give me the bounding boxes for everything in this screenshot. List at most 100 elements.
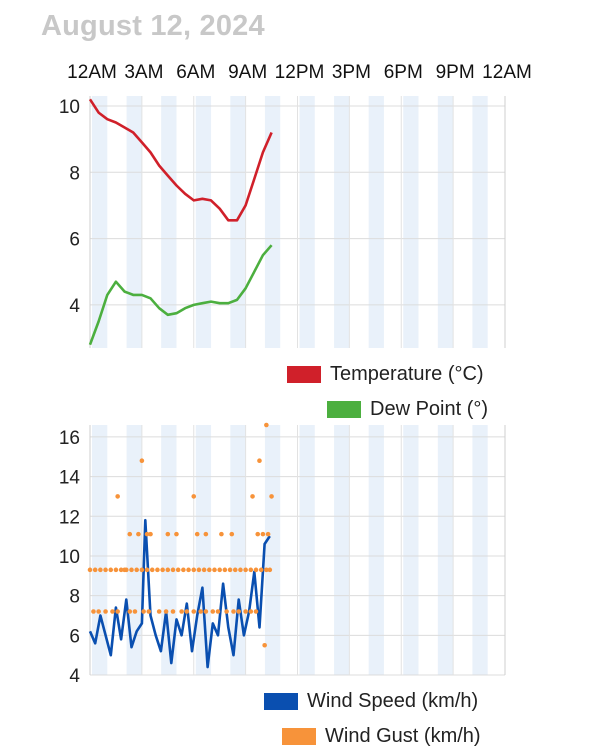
wind-gust-point: [179, 609, 184, 614]
wind-gust-point: [91, 609, 96, 614]
wind-gust-point: [186, 567, 191, 573]
wind-gust-point: [110, 609, 115, 614]
y-tick-label: 4: [69, 666, 80, 687]
hour-band: [472, 96, 488, 348]
wind-gust-point: [156, 609, 162, 614]
wind-gust-point: [170, 567, 176, 573]
legend-dew-point[interactable]: Dew Point (°): [327, 398, 488, 421]
dew-point-line: [88, 244, 273, 346]
wind-gust-point: [203, 609, 209, 614]
hour-band: [264, 425, 281, 675]
wind-speed-legend-label: Wind Speed (km/h): [307, 690, 479, 712]
hour-band: [403, 96, 419, 348]
wind-gust-point: [250, 494, 255, 499]
wind-gust-point: [144, 531, 150, 537]
y-tick-label: 10: [59, 547, 80, 568]
wind-gust-point: [210, 609, 216, 614]
wind-gust-point: [127, 531, 133, 537]
y-tick-label: 10: [59, 97, 80, 118]
wind-gust-point: [217, 567, 222, 573]
legend-wind-speed[interactable]: Wind Speed (km/h): [264, 690, 478, 713]
wind-gust-legend-label: Wind Gust (km/h): [325, 725, 481, 747]
temperature-legend-label: Temperature (°C): [330, 363, 484, 385]
hour-band: [230, 425, 246, 675]
y-tick-label: 6: [69, 626, 80, 647]
wind-gust-point: [113, 567, 119, 573]
hour-band: [126, 96, 142, 348]
wind-gust-point: [181, 567, 186, 573]
y-tick-label: 8: [69, 587, 80, 608]
wind-gust-point: [124, 567, 129, 573]
time-axis: 12AM 3AM 6AM 9AM 12PM 3PM 6PM 9PM 12AM: [0, 62, 596, 90]
wind-gust-point: [160, 567, 165, 573]
wind-gust-point: [264, 567, 269, 573]
wind-gust-point: [115, 609, 120, 614]
wind-gust-point: [219, 531, 224, 537]
wind-gust-point: [163, 609, 169, 614]
wind-gust-point: [127, 609, 133, 614]
wind-gust-point: [103, 567, 108, 573]
hour-band: [92, 425, 108, 675]
y-tick-label: 6: [69, 230, 80, 251]
y-tick-label: 16: [59, 428, 80, 449]
wind-gust-swatch: [282, 728, 316, 745]
wind-gust-point: [108, 567, 114, 573]
hour-band: [334, 425, 350, 675]
wind-gust-point: [207, 567, 212, 573]
wind-gust-point: [139, 567, 145, 573]
wind-gust-point: [129, 567, 134, 573]
wind-gust-point: [196, 567, 202, 573]
wind-gust-point: [170, 609, 176, 614]
wind-gust-point: [146, 609, 152, 614]
wind-gust-point: [191, 567, 197, 573]
wind-gust-point: [203, 531, 209, 537]
wind-gust-point: [269, 494, 274, 499]
wind-gust-point: [165, 531, 171, 537]
wind-gust-point: [144, 567, 150, 573]
wind-gust-point: [231, 609, 236, 614]
wind-gust-point: [92, 567, 98, 573]
chart-date-title: August 12, 2024: [41, 10, 265, 42]
hour-band: [403, 425, 419, 675]
hour-band: [92, 96, 108, 348]
dew-point-legend-label: Dew Point (°): [370, 398, 489, 420]
wind-gust-point: [253, 609, 259, 614]
wind-gust-point: [149, 567, 155, 573]
wind-gust-point: [134, 567, 139, 573]
hour-band: [195, 96, 212, 348]
time-tick-label: 12AM: [67, 62, 117, 83]
wind-gust-point: [115, 494, 120, 499]
y-tick-label: 8: [69, 163, 80, 184]
y-tick-label: 4: [69, 296, 80, 317]
wind-gust-point: [212, 567, 217, 573]
wind-gust-point: [264, 422, 269, 428]
time-tick-label: 12PM: [274, 62, 325, 83]
wind-gust-point: [132, 609, 138, 614]
time-tick-label: 3PM: [331, 62, 371, 83]
wind-gust-point: [191, 609, 197, 614]
time-tick-label: 3AM: [124, 62, 164, 83]
dew-point-swatch: [327, 401, 361, 418]
wind-speed-swatch: [264, 693, 298, 710]
wind-gust-point: [174, 531, 179, 537]
wind-gust-point: [248, 609, 254, 614]
wind-gust-point: [98, 567, 103, 573]
wind-gust-point: [265, 531, 271, 537]
legend-temperature[interactable]: Temperature (°C): [287, 363, 484, 386]
hour-band: [368, 96, 384, 348]
wind-gust-point: [255, 531, 261, 537]
wind-gust-point: [215, 609, 221, 614]
wind-gust-point: [155, 567, 160, 573]
wind-gust-point: [87, 567, 93, 573]
hour-band: [161, 96, 177, 348]
wind-speed-line: [88, 518, 271, 669]
time-tick-label: 9PM: [435, 62, 475, 83]
wind-gust-point: [191, 494, 197, 499]
wind-gust-point: [248, 567, 254, 573]
legend-wind-gust[interactable]: Wind Gust (km/h): [282, 725, 481, 748]
time-tick-label: 9AM: [228, 62, 268, 83]
wind-gust-point: [96, 609, 101, 614]
wind-gust-point: [253, 567, 259, 573]
wind-gust-point: [194, 531, 200, 537]
